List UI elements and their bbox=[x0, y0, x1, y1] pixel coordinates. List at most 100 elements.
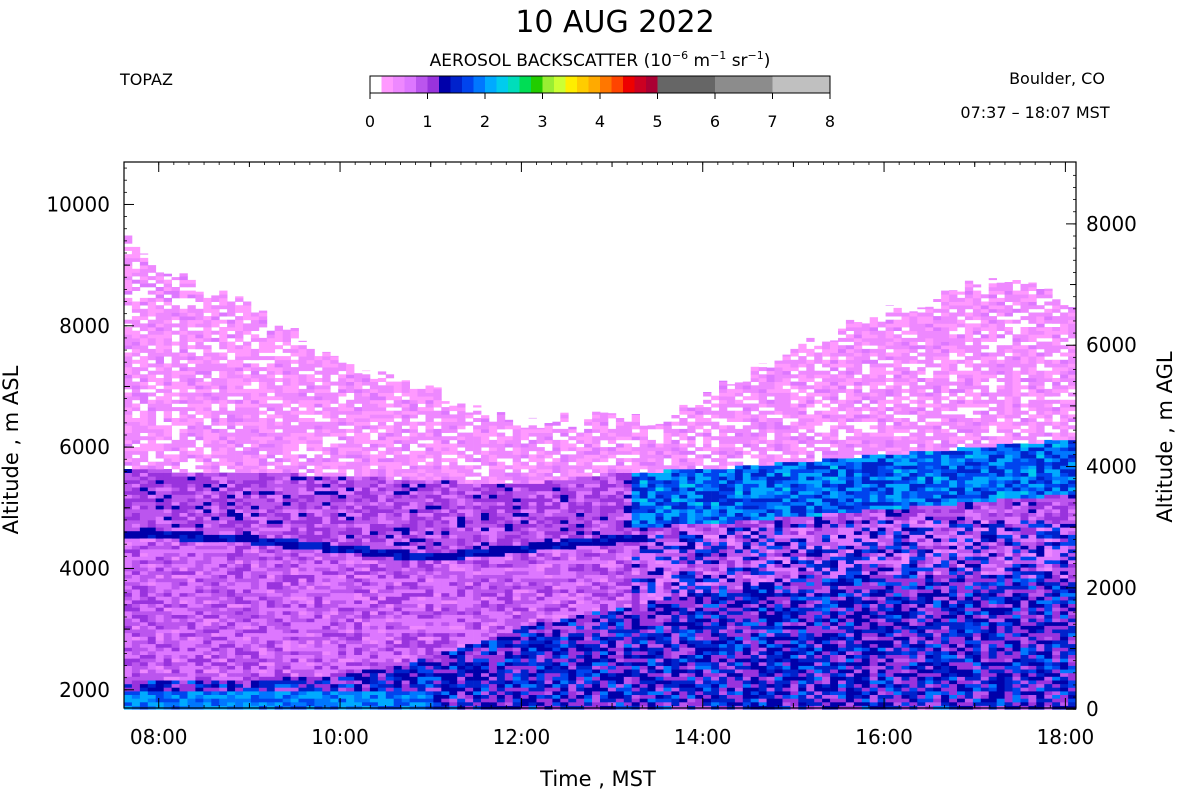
heatmap-cell bbox=[258, 490, 268, 495]
heatmap-cell bbox=[187, 290, 196, 295]
heatmap-cell bbox=[512, 672, 521, 677]
heatmap-cell bbox=[433, 439, 442, 452]
heatmap-cell bbox=[338, 581, 347, 586]
heatmap-cell bbox=[266, 443, 276, 448]
heatmap-cell bbox=[695, 509, 704, 513]
heatmap-cell bbox=[568, 428, 577, 433]
heatmap-cell bbox=[726, 578, 736, 583]
heatmap-cell bbox=[219, 290, 228, 295]
heatmap-cell bbox=[449, 665, 458, 670]
heatmap-cell bbox=[354, 512, 363, 517]
heatmap-cell bbox=[298, 556, 307, 561]
heatmap-cell bbox=[171, 651, 180, 659]
heatmap-cell bbox=[203, 374, 212, 379]
heatmap-cell bbox=[512, 581, 521, 586]
heatmap-cell bbox=[520, 647, 529, 652]
heatmap-cell bbox=[282, 676, 291, 681]
heatmap-cell bbox=[568, 541, 577, 550]
heatmap-cell bbox=[639, 483, 648, 488]
heatmap-cell bbox=[560, 530, 569, 535]
heatmap-cell bbox=[393, 447, 402, 452]
heatmap-cell bbox=[346, 494, 355, 503]
heatmap-cell bbox=[163, 273, 172, 277]
heatmap-cell bbox=[457, 632, 466, 637]
heatmap-cell bbox=[504, 661, 514, 666]
heatmap-cell bbox=[695, 483, 704, 488]
heatmap-cell bbox=[409, 625, 418, 630]
heatmap-cell bbox=[298, 589, 307, 597]
heatmap-cell bbox=[369, 647, 379, 652]
heatmap-cell bbox=[417, 698, 426, 703]
heatmap-cell bbox=[417, 691, 426, 695]
heatmap-cell bbox=[592, 469, 601, 473]
heatmap-cell bbox=[536, 549, 545, 554]
heatmap-cell bbox=[726, 672, 736, 677]
heatmap-cell bbox=[473, 436, 482, 455]
heatmap-cell bbox=[362, 476, 371, 488]
heatmap-cell bbox=[671, 552, 680, 557]
heatmap-cell bbox=[330, 629, 339, 634]
heatmap-cell bbox=[417, 450, 426, 455]
heatmap-cell bbox=[163, 469, 172, 473]
heatmap-cell bbox=[441, 479, 450, 484]
heatmap-cell bbox=[655, 651, 664, 655]
heatmap-cell bbox=[163, 443, 172, 452]
heatmap-cell bbox=[655, 585, 664, 597]
heatmap-cell bbox=[155, 541, 164, 546]
heatmap-cell bbox=[528, 589, 537, 594]
heatmap-cell bbox=[711, 490, 720, 503]
heatmap-cell bbox=[243, 676, 252, 681]
heatmap-cell bbox=[544, 636, 553, 641]
heatmap-cell bbox=[488, 589, 498, 594]
heatmap-cell bbox=[243, 341, 252, 346]
heatmap-cell bbox=[385, 596, 395, 605]
heatmap-cell bbox=[369, 581, 379, 586]
heatmap-cell bbox=[488, 450, 498, 455]
heatmap-cell bbox=[655, 454, 664, 470]
heatmap-cell bbox=[203, 319, 212, 328]
heatmap-cell bbox=[544, 632, 553, 637]
heatmap-cell bbox=[314, 672, 323, 677]
heatmap-cell bbox=[425, 676, 434, 681]
heatmap-cell bbox=[449, 600, 458, 604]
heatmap-cell bbox=[147, 370, 157, 375]
heatmap-cell bbox=[338, 388, 347, 393]
heatmap-cell bbox=[393, 494, 402, 499]
heatmap-cell bbox=[711, 672, 720, 677]
heatmap-cell bbox=[600, 552, 609, 561]
heatmap-cell bbox=[441, 621, 450, 626]
heatmap-cell bbox=[703, 661, 712, 666]
heatmap-cell bbox=[520, 691, 529, 695]
heatmap-cell bbox=[481, 556, 490, 561]
heatmap-cell bbox=[385, 607, 395, 612]
heatmap-cell bbox=[592, 701, 601, 710]
heatmap-cell bbox=[425, 680, 434, 685]
heatmap-cell bbox=[433, 614, 442, 619]
heatmap-cell bbox=[203, 494, 212, 499]
heatmap-cell bbox=[615, 443, 625, 448]
heatmap-cell bbox=[322, 432, 331, 437]
heatmap-cell bbox=[560, 687, 569, 692]
heatmap-cell bbox=[187, 476, 196, 481]
heatmap-cell bbox=[528, 632, 537, 637]
heatmap-cell bbox=[258, 316, 268, 321]
heatmap-cell bbox=[322, 421, 331, 430]
heatmap-cell bbox=[235, 560, 244, 564]
heatmap-cell bbox=[576, 570, 585, 579]
heatmap-cell bbox=[338, 476, 347, 481]
heatmap-cell bbox=[155, 294, 164, 299]
heatmap-cell bbox=[520, 694, 529, 699]
heatmap-cell bbox=[552, 625, 561, 630]
heatmap-cell bbox=[726, 607, 736, 612]
heatmap-cell bbox=[449, 512, 458, 517]
heatmap-cell bbox=[298, 348, 307, 357]
heatmap-cell bbox=[457, 614, 466, 619]
heatmap-cell bbox=[187, 450, 196, 455]
heatmap-cell bbox=[639, 527, 648, 532]
heatmap-cell bbox=[314, 388, 323, 393]
heatmap-cell bbox=[615, 658, 625, 663]
heatmap-cell bbox=[488, 494, 498, 499]
heatmap-cell bbox=[306, 654, 315, 659]
heatmap-cell bbox=[512, 643, 521, 648]
heatmap-cell bbox=[584, 672, 593, 677]
